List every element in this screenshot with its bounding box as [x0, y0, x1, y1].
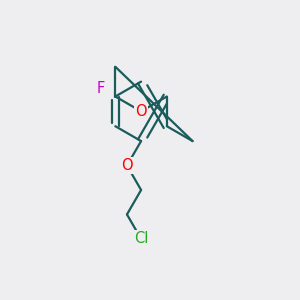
Text: O: O [121, 158, 133, 173]
Text: Cl: Cl [134, 231, 148, 246]
Text: F: F [97, 81, 105, 96]
Text: O: O [135, 104, 147, 119]
